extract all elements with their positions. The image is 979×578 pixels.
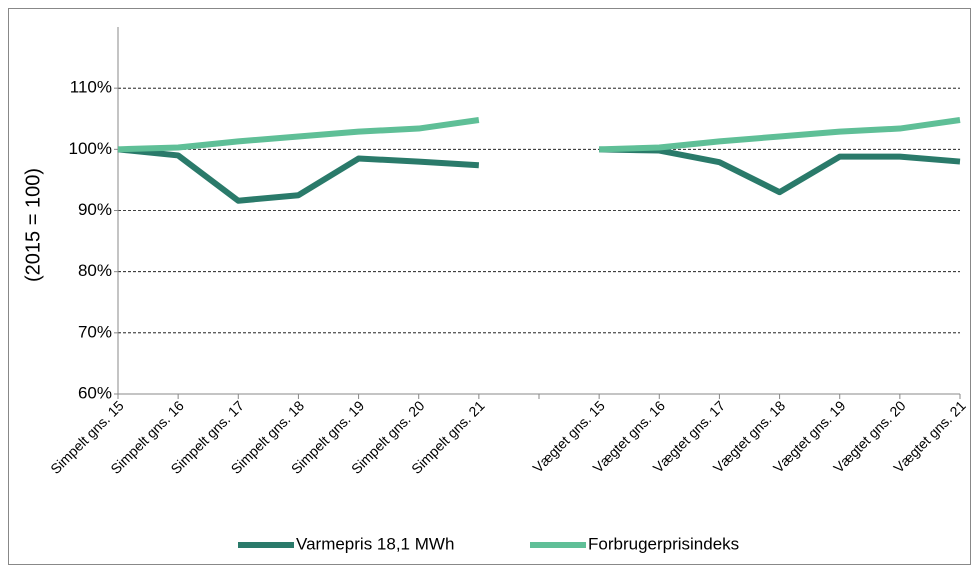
series-line bbox=[117, 146, 961, 204]
y-tick-label: 70% bbox=[78, 322, 112, 341]
legend-label: Forbrugerprisindeks bbox=[588, 534, 739, 553]
series-line bbox=[117, 117, 961, 153]
y-axis-label: (2015 = 100) bbox=[22, 168, 44, 282]
y-tick-label: 100% bbox=[69, 139, 112, 158]
y-tick-label: 90% bbox=[78, 200, 112, 219]
y-tick-label: 110% bbox=[70, 78, 112, 97]
chart-frame bbox=[8, 8, 971, 565]
legend-label: Varmepris 18,1 MWh bbox=[296, 534, 454, 553]
y-tick-label: 60% bbox=[78, 383, 112, 402]
y-tick-label: 80% bbox=[78, 261, 112, 280]
